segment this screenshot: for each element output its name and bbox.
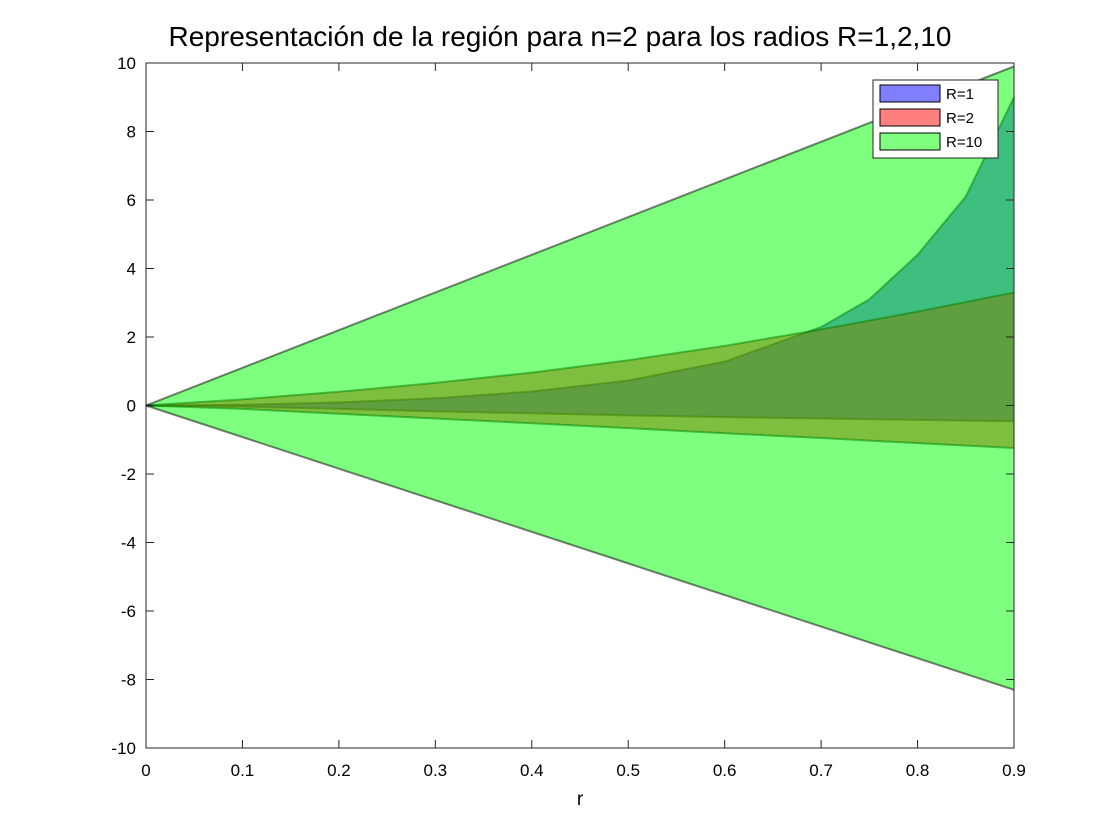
y-tick-label: 6	[127, 191, 136, 210]
x-tick-label: 0.7	[809, 761, 833, 780]
y-axis: -10 -8 -6 -4 -2 0 2 4 6 8 10	[111, 54, 1014, 758]
legend-label-r1: R=1	[946, 86, 974, 103]
legend-swatch-r2	[879, 108, 941, 127]
x-tick-label: 0.5	[616, 761, 640, 780]
x-tick-label: 0.4	[520, 761, 544, 780]
y-tick-label: -10	[111, 739, 136, 758]
x-tick-label: 0	[141, 761, 150, 780]
x-tick-label: 0.3	[424, 761, 448, 780]
chart-title: Representación de la región para n=2 par…	[169, 21, 952, 52]
y-tick-label: -4	[121, 534, 136, 553]
upper-boundary-r10	[145, 65, 1015, 407]
lower-boundary-r10	[145, 404, 1015, 691]
x-tick-label: 0.8	[906, 761, 930, 780]
y-tick-label: 8	[127, 123, 136, 142]
x-tick-label: 0.1	[231, 761, 255, 780]
legend-swatch-r1	[879, 84, 941, 103]
legend-swatch-r10	[879, 132, 941, 151]
region-r10	[146, 66, 1014, 690]
x-axis: 0 0.1 0.2 0.3 0.4 0.5 0.6 0.7 0.8 0.9	[141, 63, 1026, 780]
y-tick-label: -2	[121, 465, 136, 484]
y-tick-label: 2	[127, 328, 136, 347]
y-tick-label: 4	[127, 260, 136, 279]
legend: R=1 R=2 R=10	[872, 79, 999, 159]
region-areas	[145, 65, 1015, 691]
y-tick-label: 0	[127, 397, 136, 416]
legend-label-r2: R=2	[946, 110, 974, 127]
y-tick-label: -8	[121, 671, 136, 690]
x-tick-label: 0.2	[327, 761, 351, 780]
y-tick-label: 10	[117, 54, 136, 73]
x-tick-label: 0.9	[1002, 761, 1026, 780]
legend-label-r10: R=10	[946, 134, 982, 151]
x-axis-label: r	[577, 789, 584, 810]
x-tick-label: 0.6	[713, 761, 737, 780]
y-tick-label: -6	[121, 602, 136, 621]
